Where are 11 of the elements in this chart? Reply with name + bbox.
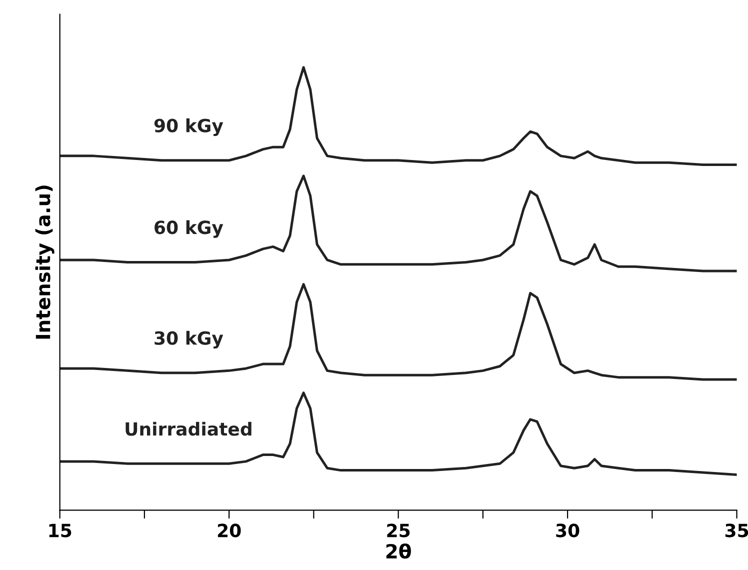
series-label: 30 kGy	[154, 330, 224, 349]
x-axis-title: 2θ	[386, 543, 411, 559]
series-label: Unirradiated	[126, 422, 252, 436]
x-tick-label: 15	[49, 524, 72, 538]
series-label: 90 kGy	[154, 118, 224, 136]
x-tick-label: 20	[218, 524, 241, 538]
x-tick-label: 30	[556, 524, 580, 538]
x-tick-label: 35	[725, 524, 748, 538]
y-axis-title: Intensity (a.u)	[35, 186, 54, 339]
x-tick-label: 25	[387, 524, 410, 538]
series-label: 60 kGy	[154, 220, 224, 238]
